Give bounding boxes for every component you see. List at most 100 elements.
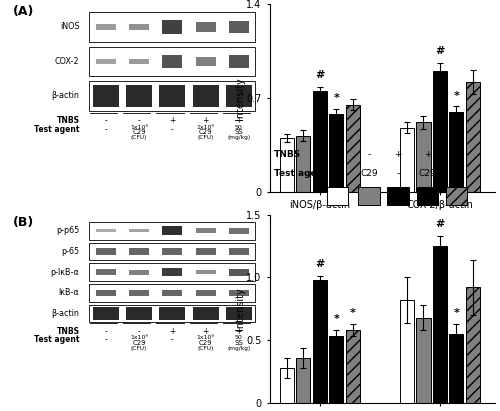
Text: #: # bbox=[435, 219, 444, 229]
Text: -: - bbox=[171, 125, 173, 134]
Bar bbox=[90, 81, 256, 111]
Text: -: - bbox=[138, 327, 140, 336]
Text: +: + bbox=[394, 150, 402, 159]
Bar bbox=[312, 91, 327, 192]
Bar bbox=[90, 12, 256, 42]
Text: -: - bbox=[104, 327, 108, 336]
Bar bbox=[229, 228, 248, 233]
Text: 1x10⁹: 1x10⁹ bbox=[130, 125, 148, 129]
Text: +: + bbox=[169, 327, 175, 336]
Text: β-actin: β-actin bbox=[52, 91, 80, 100]
Bar bbox=[466, 82, 480, 192]
Text: IκB-α: IκB-α bbox=[58, 288, 80, 297]
Bar bbox=[126, 307, 152, 320]
Bar bbox=[312, 280, 327, 403]
Bar bbox=[346, 105, 360, 192]
Bar bbox=[126, 85, 152, 107]
FancyBboxPatch shape bbox=[388, 187, 409, 206]
Text: C29: C29 bbox=[360, 169, 378, 178]
Text: -: - bbox=[171, 335, 173, 344]
Bar bbox=[129, 248, 149, 254]
Text: (mg/kg): (mg/kg) bbox=[227, 135, 250, 140]
Text: +: + bbox=[236, 116, 242, 125]
Bar bbox=[280, 139, 294, 192]
Text: iNOS: iNOS bbox=[60, 23, 80, 32]
Text: #: # bbox=[435, 46, 444, 55]
Bar bbox=[466, 287, 480, 403]
Text: -: - bbox=[138, 116, 140, 125]
Bar bbox=[90, 305, 256, 322]
Text: Test agent: Test agent bbox=[34, 125, 80, 134]
Bar bbox=[280, 368, 294, 403]
Text: 1x10⁹: 1x10⁹ bbox=[196, 335, 214, 340]
FancyBboxPatch shape bbox=[416, 187, 438, 206]
Bar bbox=[346, 330, 360, 403]
Text: -: - bbox=[367, 150, 370, 159]
Bar bbox=[229, 248, 248, 254]
Bar bbox=[450, 334, 464, 403]
Bar bbox=[162, 290, 182, 296]
Text: 1x10⁹: 1x10⁹ bbox=[196, 125, 214, 129]
Bar bbox=[296, 358, 310, 403]
Text: -: - bbox=[104, 125, 108, 134]
Bar bbox=[226, 307, 252, 320]
Bar bbox=[296, 136, 310, 192]
Bar bbox=[162, 268, 182, 276]
Text: +: + bbox=[424, 150, 431, 159]
Bar bbox=[90, 263, 256, 281]
Bar bbox=[400, 300, 414, 403]
Text: C29: C29 bbox=[132, 339, 146, 346]
Text: (CFU): (CFU) bbox=[131, 135, 148, 140]
Text: C29: C29 bbox=[198, 339, 212, 346]
Y-axis label: Intensity: Intensity bbox=[234, 77, 244, 120]
Bar bbox=[226, 85, 252, 107]
Text: 50: 50 bbox=[235, 335, 242, 340]
Text: *: * bbox=[454, 90, 460, 101]
Bar bbox=[129, 270, 149, 275]
Bar bbox=[433, 246, 447, 403]
Text: +: + bbox=[236, 327, 242, 336]
Bar bbox=[229, 290, 248, 296]
Bar bbox=[400, 128, 414, 192]
Y-axis label: Intensity: Intensity bbox=[234, 287, 244, 330]
Text: p-IκB-α: p-IκB-α bbox=[50, 268, 80, 277]
Text: (CFU): (CFU) bbox=[198, 346, 214, 351]
Text: 50: 50 bbox=[235, 125, 242, 129]
Bar bbox=[162, 20, 182, 34]
Bar bbox=[96, 248, 116, 254]
Text: -: - bbox=[396, 169, 400, 178]
Text: p-p65: p-p65 bbox=[56, 226, 80, 235]
Bar bbox=[229, 55, 248, 67]
Bar bbox=[196, 270, 216, 274]
Bar bbox=[160, 307, 186, 320]
Bar bbox=[93, 307, 119, 320]
Bar bbox=[433, 71, 447, 192]
Bar bbox=[192, 85, 218, 107]
Text: +: + bbox=[202, 116, 208, 125]
Bar bbox=[129, 24, 149, 30]
Bar bbox=[196, 290, 216, 296]
Text: SS: SS bbox=[451, 169, 462, 178]
Text: p-65: p-65 bbox=[62, 247, 80, 256]
FancyBboxPatch shape bbox=[326, 187, 348, 206]
Bar bbox=[129, 290, 149, 296]
Text: (CFU): (CFU) bbox=[198, 135, 214, 140]
Text: (CFU): (CFU) bbox=[131, 346, 148, 351]
Bar bbox=[196, 228, 216, 233]
Text: #: # bbox=[315, 259, 324, 269]
Text: *: * bbox=[333, 93, 339, 103]
Bar bbox=[196, 58, 216, 65]
Text: C29: C29 bbox=[418, 169, 436, 178]
Bar bbox=[96, 229, 116, 232]
Bar bbox=[329, 114, 343, 192]
Text: *: * bbox=[333, 314, 339, 324]
Bar bbox=[96, 290, 116, 296]
Text: TNBS: TNBS bbox=[274, 150, 301, 159]
Text: +: + bbox=[202, 327, 208, 336]
Bar bbox=[90, 242, 256, 260]
Bar bbox=[96, 59, 116, 64]
Bar bbox=[416, 122, 430, 192]
Text: TNBS: TNBS bbox=[56, 327, 80, 336]
Bar bbox=[196, 22, 216, 32]
Text: #: # bbox=[315, 70, 324, 80]
